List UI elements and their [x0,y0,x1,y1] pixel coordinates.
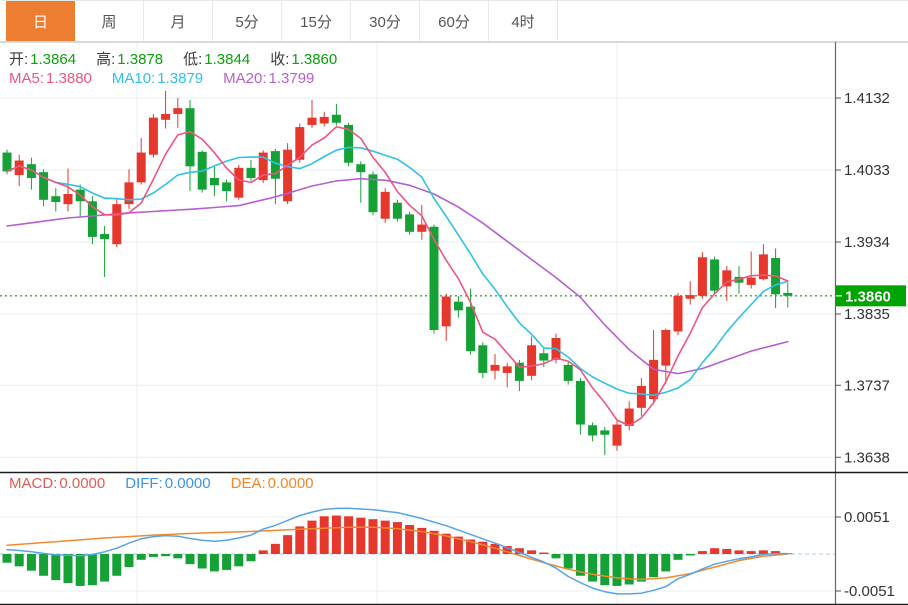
svg-text:1.3638: 1.3638 [844,449,890,466]
last-price-tag: 1.3860 [836,285,906,307]
ma20-line [6,177,789,375]
svg-text:0.0051: 0.0051 [844,509,890,526]
svg-text:1.4132: 1.4132 [844,90,890,107]
tab-0-active[interactable]: 日 [6,1,75,41]
price-axis-labels: 1.4132 1.4033 1.3934 1.3835 1.3737 1.3638 [835,90,890,466]
tab-4[interactable]: 15分 [282,1,351,41]
tab-6[interactable]: 60分 [420,1,489,41]
tab-7[interactable]: 4时 [489,1,558,41]
tab-5[interactable]: 30分 [351,1,420,41]
svg-text:1.3934: 1.3934 [844,234,890,251]
candles [2,90,793,456]
macd-histogram [2,515,793,586]
svg-text:1.4033: 1.4033 [844,162,890,179]
svg-text:1.3737: 1.3737 [844,377,890,394]
svg-text:1.3860: 1.3860 [845,288,891,305]
dea-line [6,526,789,581]
chart-background [0,42,908,604]
svg-text:1.3835: 1.3835 [844,306,890,323]
tab-bar: 日周月 5分 15分 30分 60分 4时 [0,1,908,42]
svg-text:-0.0051: -0.0051 [844,583,895,600]
tab-2[interactable]: 月 [144,1,213,41]
macd-axis-labels: 0.0051 -0.0051 [835,509,895,600]
tab-1[interactable]: 周 [75,1,144,41]
ma5-line [6,126,789,427]
diff-line [6,507,789,595]
tab-3[interactable]: 5分 [213,1,282,41]
